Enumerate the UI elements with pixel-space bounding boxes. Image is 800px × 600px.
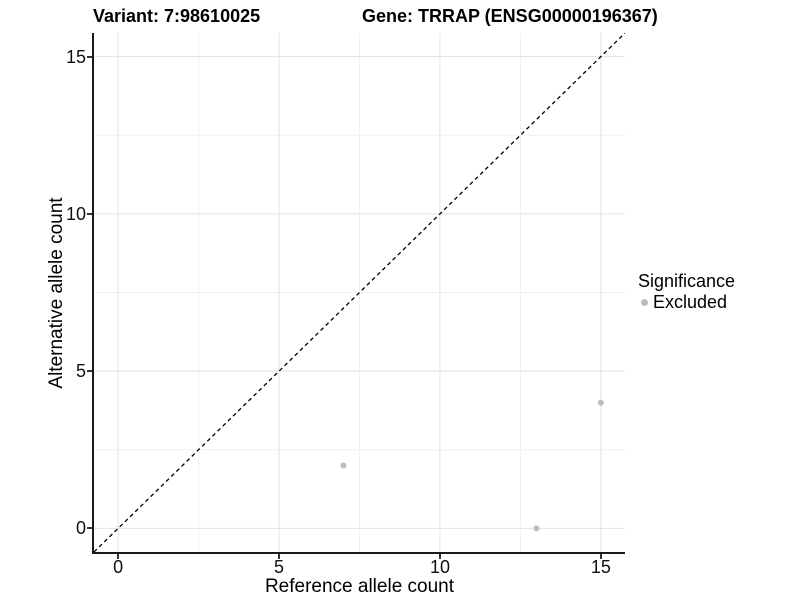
chart-canvas xyxy=(94,33,625,552)
data-point xyxy=(340,462,347,469)
x-tick-mark xyxy=(278,554,281,559)
legend-point-icon xyxy=(641,298,648,306)
plot-title-variant: Variant: 7:98610025 xyxy=(93,6,261,26)
x-tick-mark xyxy=(438,554,441,559)
plot-title-gene: Gene: TRRAP (ENSG00000196367) xyxy=(362,6,658,26)
x-axis-label: Reference allele count xyxy=(264,576,455,597)
plot-panel xyxy=(92,33,625,554)
y-axis-label: Alternative allele count xyxy=(46,197,67,389)
y-tick-label: 15 xyxy=(65,46,86,67)
x-tick-mark xyxy=(117,554,120,559)
y-tick-mark xyxy=(87,370,92,373)
legend: Significance Excluded xyxy=(638,271,735,312)
data-point xyxy=(533,525,540,532)
x-tick-label: 5 xyxy=(274,557,285,577)
identity-reference-line xyxy=(94,33,625,552)
y-tick-label: 5 xyxy=(75,361,86,382)
x-tick-label: 0 xyxy=(113,557,124,577)
x-tick-label: 10 xyxy=(429,557,450,577)
y-tick-mark xyxy=(87,212,92,215)
y-tick-label: 0 xyxy=(75,518,86,539)
x-tick-mark xyxy=(599,554,602,559)
y-tick-mark xyxy=(87,55,92,58)
legend-title: Significance xyxy=(638,271,736,291)
y-tick-label: 10 xyxy=(65,203,86,224)
legend-item-label: Excluded xyxy=(653,292,728,312)
y-tick-mark xyxy=(87,527,92,530)
x-tick-label: 15 xyxy=(590,557,611,577)
legend-item-excluded: Excluded xyxy=(638,292,735,312)
data-point xyxy=(597,399,604,406)
